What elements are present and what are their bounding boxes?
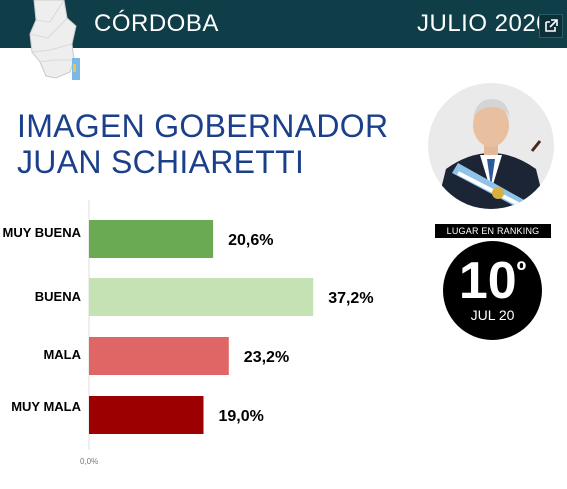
value-label-muy-mala: 19,0% [219, 408, 264, 425]
open-external-button[interactable] [539, 14, 563, 38]
chart-title-line1: IMAGEN GOBERNADOR [17, 108, 389, 144]
bar-buena [89, 278, 314, 316]
ranking-badge: 10º JUL 20 [443, 241, 542, 340]
ranking-ordinal: º [516, 255, 527, 285]
header-bar: CÓRDOBA JULIO 2020 [0, 0, 567, 48]
external-link-icon [545, 19, 558, 32]
value-label-mala: 23,2% [244, 349, 289, 366]
category-label-muy-mala: MUY MALA [11, 399, 81, 414]
chart-title-line2: JUAN SCHIARETTI [17, 144, 305, 180]
ranking-label: LUGAR EN RANKING [435, 224, 551, 238]
value-label-buena: 37,2% [328, 290, 373, 307]
value-label-muy-buena: 20,6% [228, 232, 273, 249]
axis-tick-zero: 0,0% [80, 457, 99, 466]
ranking-number: 10 [458, 252, 517, 310]
bar-muy-mala [89, 396, 204, 434]
category-label-buena: BUENA [34, 289, 81, 304]
bar-mala [89, 337, 229, 375]
bar-muy-buena [89, 220, 214, 258]
ranking-position: 10º [443, 255, 542, 307]
province-name: CÓRDOBA [94, 10, 219, 37]
province-map-icon [29, 0, 80, 80]
category-label-muy-buena: MUY BUENA [2, 225, 82, 240]
period-label: JULIO 2020 [417, 10, 551, 37]
governor-portrait [428, 83, 554, 209]
category-label-mala: MALA [43, 347, 81, 362]
ranking-date: JUL 20 [470, 307, 515, 323]
